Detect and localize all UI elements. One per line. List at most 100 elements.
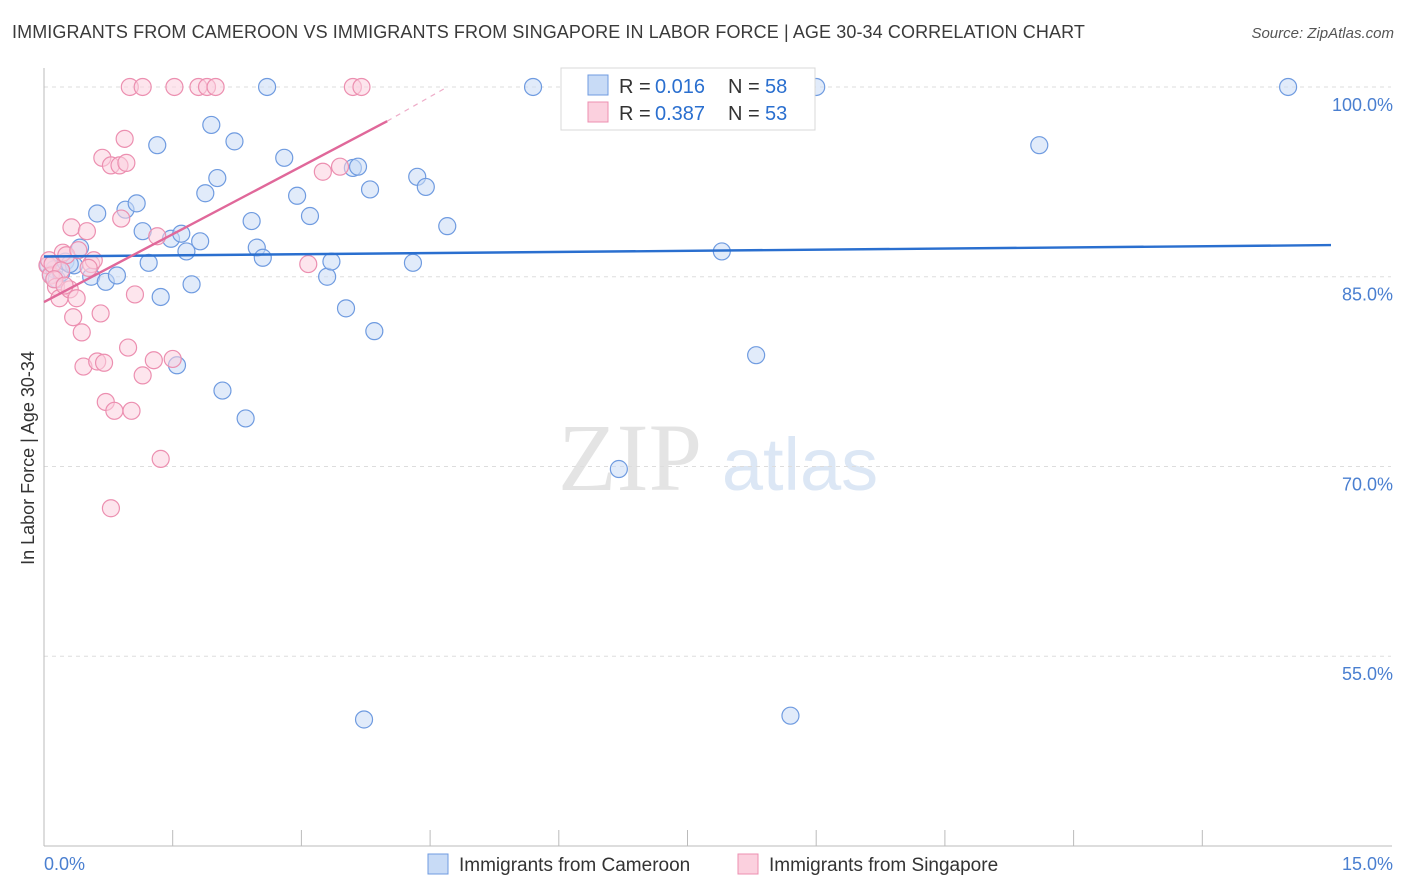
singapore-point — [91, 304, 110, 323]
cameroon-point — [1030, 136, 1049, 155]
cameroon-point — [88, 204, 107, 223]
singapore-point — [101, 499, 121, 518]
cameroon-point — [322, 252, 341, 271]
singapore-point — [122, 401, 141, 420]
axes: 100.0% 85.0% 70.0% 55.0% 0.0% 15.0% — [43, 68, 1393, 874]
chart-source: Source: ZipAtlas.com — [1251, 25, 1394, 42]
cameroon-point — [360, 180, 380, 199]
singapore-trend-line — [43, 120, 388, 304]
singapore-point — [79, 258, 98, 277]
singapore-point — [94, 353, 114, 372]
watermark-atlas: atlas — [722, 423, 878, 506]
cameroon-trend-line — [43, 243, 1332, 258]
singapore-point — [133, 77, 152, 97]
cameroon-point — [438, 217, 457, 236]
singapore-point — [112, 209, 131, 228]
cameroon-point — [225, 132, 244, 151]
chart-title: IMMIGRANTS FROM CAMEROON VS IMMIGRANTS F… — [12, 22, 1085, 42]
trend-lines — [43, 86, 1332, 304]
y-tick-label: 55.0% — [1342, 664, 1393, 684]
stats-r-label-singapore: R = — [619, 103, 651, 125]
legend-label-cameroon: Immigrants from Cameroon — [459, 855, 690, 876]
cameroon-point — [1278, 77, 1298, 97]
singapore-point — [67, 289, 86, 308]
cameroon-point — [403, 253, 423, 272]
singapore-point — [151, 449, 170, 468]
cameroon-point — [747, 346, 766, 365]
y-tick-label: 85.0% — [1342, 285, 1393, 305]
cameroon-point — [107, 266, 127, 285]
cameroon-point — [348, 157, 368, 176]
chart-legend: Immigrants from Cameroon Immigrants from… — [427, 853, 998, 876]
cameroon-point — [202, 115, 221, 135]
singapore-point — [313, 162, 332, 181]
singapore-point — [144, 351, 163, 370]
cameroon-point — [236, 409, 255, 428]
legend-label-singapore: Immigrants from Singapore — [769, 855, 998, 876]
stats-n-label-cameroon: N = — [728, 76, 760, 98]
cameroon-point — [300, 206, 320, 226]
singapore-point — [117, 153, 136, 172]
singapore-point — [105, 401, 124, 420]
singapore-point — [133, 366, 152, 385]
cameroon-point — [148, 136, 167, 155]
legend-swatch-cameroon — [427, 853, 449, 875]
y-axis-title: In Labor Force | Age 30-34 — [18, 351, 38, 565]
stats-r-value-singapore: 0.387 — [655, 103, 705, 125]
cameroon-point — [416, 177, 435, 197]
stats-n-value-singapore: 53 — [765, 103, 787, 125]
singapore-point — [163, 349, 182, 369]
stats-r-value-cameroon: 0.016 — [655, 76, 705, 98]
stats-box: R = 0.016 N = 58 R = 0.387 N = 53 — [560, 67, 816, 131]
singapore-point — [125, 285, 145, 304]
y-tick-label: 70.0% — [1342, 474, 1393, 494]
cameroon-point — [196, 184, 215, 203]
cameroon-point — [318, 267, 337, 286]
stats-swatch-cameroon — [587, 74, 609, 96]
cameroon-point — [191, 232, 210, 251]
cameroon-point — [208, 168, 227, 188]
cameroon-point — [354, 710, 374, 729]
cameroon-point — [127, 194, 146, 213]
cameroon-point — [213, 381, 232, 400]
singapore-point — [165, 77, 184, 97]
singapore-point — [115, 129, 134, 148]
y-tick-label: 100.0% — [1332, 95, 1393, 115]
cameroon-point — [253, 248, 272, 267]
singapore-point — [352, 77, 371, 97]
singapore-trend-extension — [386, 86, 448, 122]
grid-lines — [44, 86, 1391, 657]
cameroon-point — [182, 275, 201, 294]
stats-n-value-cameroon: 58 — [765, 76, 787, 98]
singapore-point — [64, 308, 83, 327]
singapore-point — [118, 338, 138, 357]
cameroon-point — [275, 148, 294, 167]
singapore-point — [77, 222, 97, 241]
singapore-point — [206, 77, 225, 97]
stats-n-label-singapore: N = — [728, 103, 760, 125]
cameroon-point — [523, 77, 543, 97]
cameroon-point — [242, 211, 261, 231]
singapore-point — [72, 323, 91, 342]
cameroon-point — [609, 459, 628, 479]
cameroon-point — [139, 253, 158, 272]
singapore-point — [330, 157, 350, 176]
singapore-point — [69, 241, 88, 260]
data-points — [38, 77, 1298, 729]
watermark-zip: ZIP — [558, 404, 702, 511]
stats-swatch-singapore — [587, 101, 609, 123]
cameroon-point — [781, 706, 800, 725]
stats-r-label-cameroon: R = — [619, 76, 651, 98]
cameroon-point — [288, 186, 307, 205]
singapore-point — [62, 218, 81, 237]
cameroon-point — [257, 77, 277, 97]
watermark: ZIP atlas — [558, 404, 878, 511]
legend-swatch-singapore — [737, 853, 759, 875]
cameroon-point — [151, 287, 170, 307]
singapore-point — [299, 254, 318, 274]
x-tick-label: 0.0% — [44, 854, 85, 874]
x-tick-label: 15.0% — [1342, 854, 1393, 874]
cameroon-point — [365, 322, 384, 341]
cameroon-point — [336, 299, 356, 318]
